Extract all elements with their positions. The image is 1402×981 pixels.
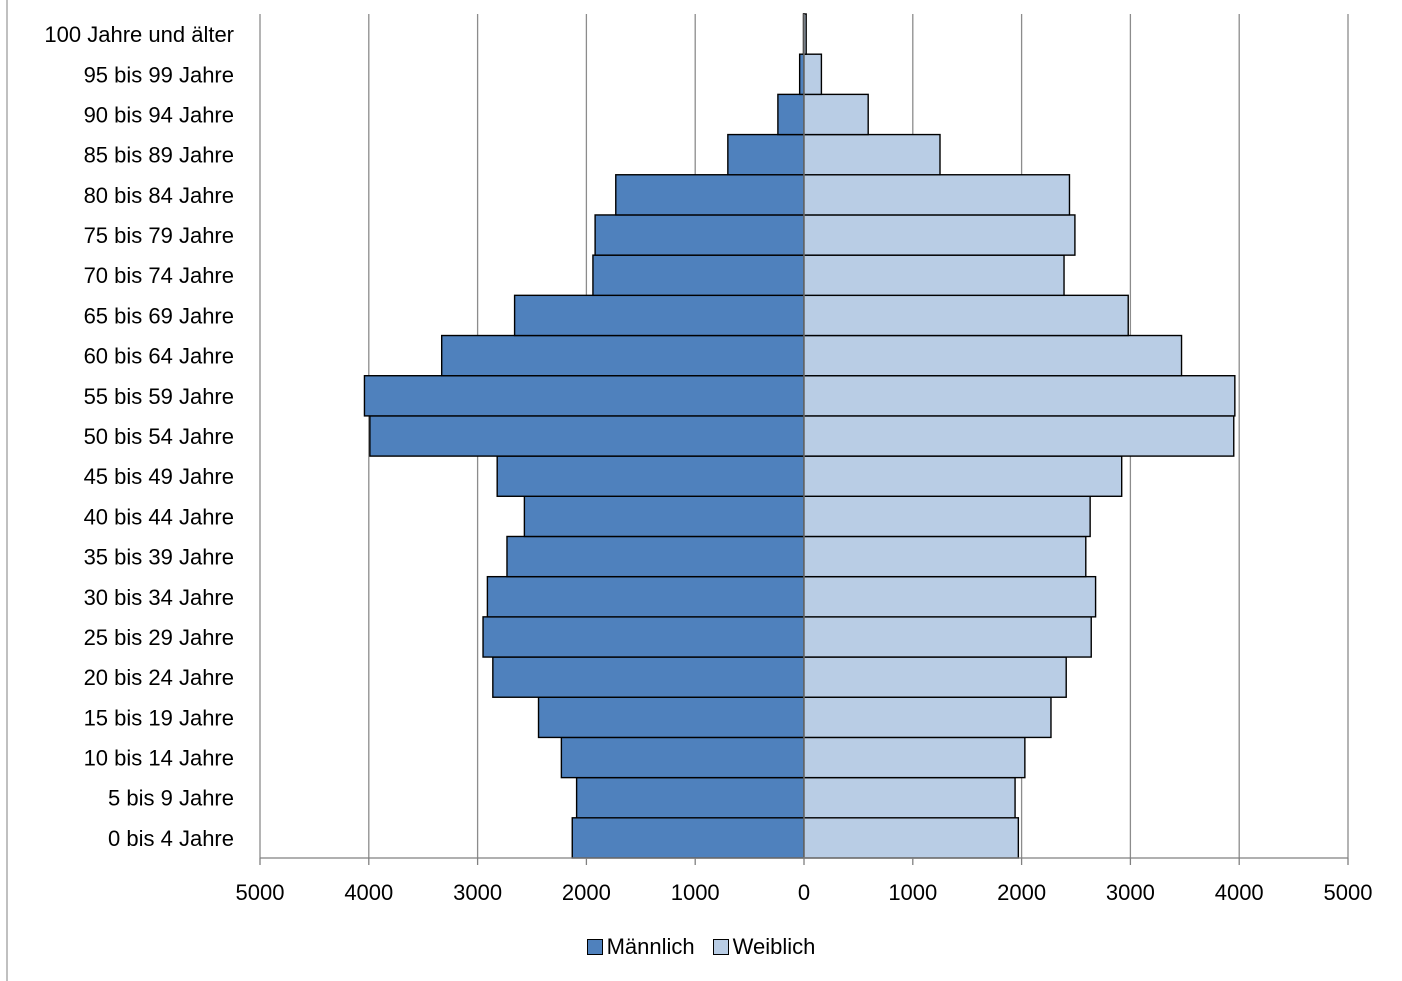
bar-weiblich xyxy=(803,254,1065,297)
x-tick-label: 1000 xyxy=(888,880,937,905)
category-label: 80 bis 84 Jahre xyxy=(84,183,234,208)
x-tick-label: 4000 xyxy=(344,880,393,905)
category-label: 15 bis 19 Jahre xyxy=(84,705,234,730)
bar-weiblich xyxy=(803,736,1026,779)
bar-weiblich xyxy=(803,334,1183,377)
legend-swatch-maennlich xyxy=(586,939,603,955)
bar-maennlich xyxy=(440,334,805,377)
category-label: 30 bis 34 Jahre xyxy=(84,585,234,610)
bar-weiblich xyxy=(803,495,1091,538)
x-tick-label: 2000 xyxy=(997,880,1046,905)
bar-maennlich xyxy=(523,495,805,538)
bar-maennlich xyxy=(506,535,805,578)
bar-maennlich xyxy=(513,294,805,337)
category-label: 60 bis 64 Jahre xyxy=(84,344,234,369)
bar-maennlich xyxy=(615,174,805,216)
category-label: 100 Jahre und älter xyxy=(44,22,234,47)
x-tick-label: 5000 xyxy=(236,880,285,905)
bar-maennlich xyxy=(537,696,805,739)
bar-maennlich xyxy=(571,817,805,859)
x-tick-label: 2000 xyxy=(562,880,611,905)
legend-swatch-weiblich xyxy=(712,939,729,955)
bar-weiblich xyxy=(803,656,1067,698)
bar-weiblich xyxy=(803,133,941,176)
bar-maennlich xyxy=(482,616,805,658)
category-label: 50 bis 54 Jahre xyxy=(84,424,234,449)
category-label: 75 bis 79 Jahre xyxy=(84,223,234,248)
bar-weiblich xyxy=(803,294,1129,337)
bar-maennlich xyxy=(727,133,805,176)
category-label: 40 bis 44 Jahre xyxy=(84,504,234,529)
category-label: 85 bis 89 Jahre xyxy=(84,143,234,168)
x-tick-label: 0 xyxy=(798,880,810,905)
x-tick-label: 4000 xyxy=(1215,880,1264,905)
bar-weiblich xyxy=(803,776,1016,819)
x-tick-label: 5000 xyxy=(1324,880,1373,905)
category-label: 55 bis 59 Jahre xyxy=(84,384,234,409)
bar-weiblich xyxy=(803,53,823,96)
bar-maennlich xyxy=(496,455,805,497)
bar-weiblich xyxy=(803,214,1076,256)
legend-label-maennlich: Männlich xyxy=(606,934,695,959)
legend-item-maennlich: Männlich xyxy=(586,934,695,960)
bar-maennlich xyxy=(560,736,805,779)
x-tick-label: 1000 xyxy=(671,880,720,905)
category-label: 95 bis 99 Jahre xyxy=(84,62,234,87)
bar-maennlich xyxy=(486,575,805,618)
x-tick-label: 3000 xyxy=(1106,880,1155,905)
legend-item-weiblich: Weiblich xyxy=(712,934,816,960)
category-label: 25 bis 29 Jahre xyxy=(84,625,234,650)
category-label: 65 bis 69 Jahre xyxy=(84,303,234,328)
bar-weiblich xyxy=(803,174,1071,216)
bar-maennlich xyxy=(363,375,805,417)
bar-maennlich xyxy=(492,656,805,698)
category-label: 20 bis 24 Jahre xyxy=(84,665,234,690)
bar-maennlich xyxy=(369,415,805,457)
bar-maennlich xyxy=(777,93,805,136)
bar-maennlich xyxy=(575,776,805,819)
x-tick-label: 3000 xyxy=(453,880,502,905)
bar-weiblich xyxy=(803,415,1235,457)
bar-weiblich xyxy=(803,93,869,136)
legend-label-weiblich: Weiblich xyxy=(732,934,816,959)
category-label: 35 bis 39 Jahre xyxy=(84,545,234,570)
bar-weiblich xyxy=(803,375,1236,417)
category-label: 10 bis 14 Jahre xyxy=(84,746,234,771)
category-label: 5 bis 9 Jahre xyxy=(108,786,234,811)
category-label: 70 bis 74 Jahre xyxy=(84,263,234,288)
bar-weiblich xyxy=(803,535,1087,578)
category-label: 45 bis 49 Jahre xyxy=(84,464,234,489)
bar-weiblich xyxy=(803,616,1092,658)
bar-maennlich xyxy=(594,214,805,256)
bar-weiblich xyxy=(803,817,1020,859)
category-label: 0 bis 4 Jahre xyxy=(108,826,234,851)
bar-weiblich xyxy=(803,696,1052,739)
bar-weiblich xyxy=(803,575,1097,618)
legend: Männlich Weiblich xyxy=(0,934,1402,960)
category-label: 90 bis 94 Jahre xyxy=(84,102,234,127)
bar-weiblich xyxy=(803,455,1123,497)
bar-maennlich xyxy=(592,254,805,297)
